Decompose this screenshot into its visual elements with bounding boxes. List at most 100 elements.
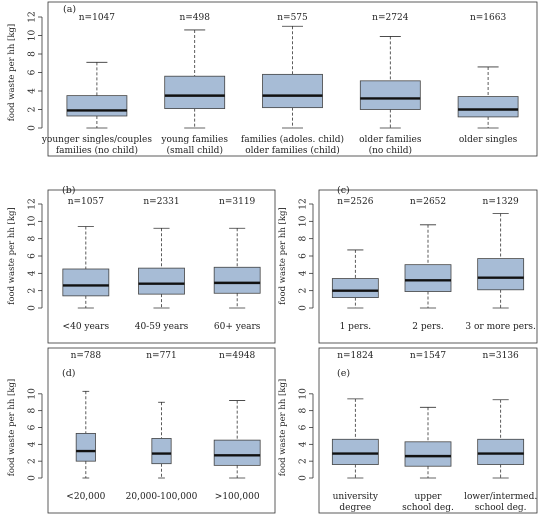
box-2: n=2652 2 pers. [404,197,452,332]
y-tick-label: 10 [28,30,38,42]
category-label: families (no child) [56,145,138,156]
y-tick-label: 2 [299,288,309,294]
iqr-box [66,95,128,117]
category-label: school deg. [402,503,454,513]
category-label: younger singles/couples [41,135,152,145]
y-tick-label: 10 [299,388,309,400]
sample-size-label: n=1047 [79,13,116,23]
iqr-box [75,432,96,462]
category-label: young families [160,135,228,145]
y-tick-label: 0 [28,125,38,131]
category-label: 1 pers. [340,322,372,332]
box-2: n=498 young families(small child) [160,13,228,156]
category-label: upper [415,492,443,502]
sample-size-label: n=788 [71,351,102,361]
sample-size-label: n=1329 [483,197,520,207]
category-label: (no child) [369,145,412,156]
chart-panel-1: 0 2 4 6 8 10 12 food waste per hh [kg] (a)n=1047… [7,1,538,157]
y-tick-label: 2 [28,458,38,464]
box-3: n=3119 60+ years [213,197,261,332]
y-tick-label: 6 [299,424,309,430]
category-label: >100,000 [215,492,260,502]
iqr-box [138,267,185,295]
sample-size-label: n=4948 [219,351,256,361]
category-label: 20,000-100,000 [126,492,198,502]
iqr-box [359,80,421,110]
y-tick-label: 8 [299,236,309,242]
panel-frame [47,189,276,344]
panel-label: (e) [337,368,350,379]
iqr-box [213,266,261,294]
category-label: older families [359,135,422,145]
y-tick-label: 4 [28,270,38,276]
y-tick-label: 4 [299,270,309,276]
y-tick-label: 8 [28,236,38,242]
category-label: university [333,492,379,502]
sample-size-label: n=2526 [337,197,374,207]
box-2: n=2331 40-59 years [135,197,189,332]
y-tick-label: 12 [299,198,309,209]
box-3: n=1329 3 or more pers. [465,197,536,332]
y-tick-label: 0 [28,475,38,481]
y-tick-label: 6 [28,424,38,430]
y-tick-label: 0 [28,305,38,311]
panel-label: (d) [62,368,76,379]
y-tick-label: 8 [299,408,309,414]
category-label: <20,000 [66,492,105,502]
chart-panel-2: 0 2 4 6 8 10 12 food waste per hh [kg] (b)n=1057… [7,185,276,344]
box-1: n=1057 <40 years [62,197,109,332]
y-tick-label: 8 [28,51,38,57]
y-tick-label: 6 [299,253,309,259]
box-3: n=575 families (adoles. child)older famil… [241,13,344,156]
sample-size-label: n=1824 [337,351,374,361]
box-4: n=2724 older families(no child) [359,13,422,156]
chart-panel-3: 0 2 4 6 8 10 12 food waste per hh [kg] (c)n=2526… [278,185,538,344]
y-axis-label: food waste per hh [kg] [278,207,288,305]
panel-frame [318,347,538,514]
y-tick-label: 10 [28,388,38,400]
y-tick-label: 6 [28,69,38,75]
category-label: (small child) [166,145,223,156]
y-tick-label: 12 [28,198,38,209]
iqr-box [404,264,452,292]
y-axis-label: food waste per hh [kg] [7,207,17,305]
iqr-box [262,73,323,109]
panel-label: (c) [337,185,350,196]
category-label: 60+ years [214,322,261,332]
sample-size-label: n=1663 [470,13,507,23]
sample-size-label: n=3119 [219,197,256,207]
sample-size-label: n=2652 [410,197,446,207]
y-axis-label: food waste per hh [kg] [278,379,288,477]
sample-size-label: n=3136 [483,351,520,361]
y-tick-label: 0 [299,305,309,311]
box-3: n=3136 lower/intermed.school deg. [464,351,537,513]
panel-label: (b) [62,185,76,196]
chart-panel-5: 0 2 4 6 8 10 food waste per hh [kg] (e) n=1824 un… [278,347,538,514]
category-label: older singles [459,135,518,145]
category-label: 40-59 years [135,322,189,332]
category-label: degree [339,503,371,513]
panel-frame [47,1,538,157]
sample-size-label: n=498 [179,13,210,23]
chart-panel-4: 0 2 4 6 8 10 food waste per hh [kg] (d) n=788 <20… [7,347,276,514]
panel-frame [47,347,276,514]
y-tick-label: 12 [28,11,38,22]
y-tick-label: 4 [299,441,309,447]
iqr-box [331,438,379,465]
iqr-box [404,441,452,467]
category-label: school deg. [475,503,527,513]
box-1: n=2526 1 pers. [331,197,379,332]
iqr-box [457,96,519,118]
iqr-box [477,258,525,291]
iqr-box [151,438,172,465]
iqr-box [213,439,261,466]
sample-size-label: n=1057 [68,197,105,207]
sample-size-label: n=2331 [143,197,179,207]
category-label: 3 or more pers. [465,322,536,332]
box-2: n=771 20,000-100,000 [126,351,198,502]
box-5: n=1663 older singles [457,13,519,145]
y-tick-label: 2 [299,458,309,464]
iqr-box [331,278,379,298]
